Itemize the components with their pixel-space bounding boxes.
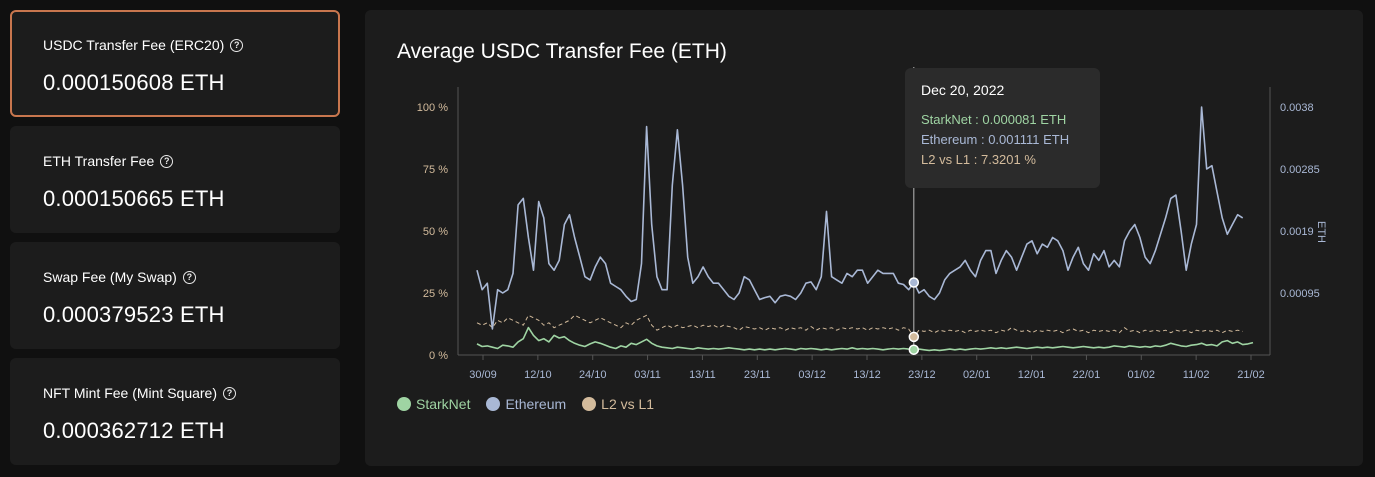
tooltip-l2vsl1: L2 vs L1 : 7.3201 % — [921, 152, 1036, 167]
y-left-tick-label: 0 % — [429, 350, 448, 362]
x-tick-label: 11/02 — [1183, 369, 1210, 381]
card-value: 0.000362712 ETH — [43, 418, 225, 443]
x-tick-label: 24/10 — [579, 369, 607, 381]
swap-fee-card[interactable]: Swap Fee (My Swap) ? 0.000379523 ETH — [10, 242, 340, 349]
y-right-tick-label: 0.0019 — [1280, 226, 1314, 238]
legend-dot-icon — [397, 397, 411, 411]
y-left-tick-label: 50 % — [423, 226, 448, 238]
x-tick-label: 12/10 — [524, 369, 552, 381]
nft-mint-fee-card[interactable]: NFT Mint Fee (Mint Square) ? 0.000362712… — [10, 358, 340, 465]
starknet-line — [476, 326, 1254, 352]
legend-label: L2 vs L1 — [601, 396, 655, 412]
chart-tooltip: Dec 20, 2022 StarkNet : 0.000081 ETH Eth… — [905, 68, 1100, 188]
card-title: USDC Transfer Fee (ERC20) ? — [43, 37, 244, 53]
help-icon[interactable]: ? — [182, 270, 196, 284]
chart-title: Average USDC Transfer Fee (ETH) — [397, 40, 727, 63]
x-tick-label: 23/11 — [744, 369, 771, 381]
tooltip-starknet: StarkNet : 0.000081 ETH — [921, 112, 1067, 127]
card-title-text: ETH Transfer Fee — [43, 153, 155, 169]
x-tick-label: 03/12 — [798, 369, 826, 381]
legend-dot-icon — [582, 397, 597, 411]
y-left-tick-label: 25 % — [423, 288, 448, 300]
legend-item-ethereum[interactable]: Ethereum — [486, 396, 566, 412]
card-title: ETH Transfer Fee ? — [43, 153, 174, 169]
legend-dot-icon — [486, 397, 501, 411]
card-value: 0.000150608 ETH — [43, 70, 225, 95]
x-tick-label: 12/01 — [1018, 369, 1046, 381]
y-right-tick-label: 0.0038 — [1280, 102, 1314, 114]
legend-label: StarkNet — [416, 396, 471, 412]
legend-label: Ethereum — [505, 396, 567, 412]
x-tick-label: 23/12 — [908, 369, 936, 381]
x-tick-label: 02/01 — [963, 369, 991, 381]
starknet-hover-point — [908, 344, 920, 355]
card-title: Swap Fee (My Swap) ? — [43, 269, 196, 285]
legend-item-l2vsl1[interactable]: L2 vs L1 — [582, 396, 654, 412]
chart-panel: Average USDC Transfer Fee (ETH) 100 % 75 … — [365, 10, 1363, 466]
card-value: 0.000379523 ETH — [43, 302, 225, 327]
y-right-tick-label: 0.00285 — [1280, 164, 1320, 176]
x-tick-label: 13/12 — [853, 369, 881, 381]
x-tick-label: 30/09 — [469, 369, 497, 381]
x-tick-label: 21/02 — [1237, 369, 1265, 381]
help-icon[interactable]: ? — [160, 154, 174, 168]
ethereum-line — [476, 106, 1244, 330]
card-title-text: USDC Transfer Fee (ERC20) — [43, 37, 225, 53]
usdc-transfer-fee-card[interactable]: USDC Transfer Fee (ERC20) ? 0.000150608 … — [10, 10, 340, 117]
x-tick-label: 01/02 — [1128, 369, 1156, 381]
card-title: NFT Mint Fee (Mint Square) ? — [43, 385, 237, 401]
x-tick-label: 13/11 — [689, 369, 716, 381]
y-left-tick-label: 75 % — [423, 164, 448, 176]
ethereum-hover-point — [908, 277, 920, 288]
tooltip-date: Dec 20, 2022 — [921, 82, 1005, 98]
eth-transfer-fee-card[interactable]: ETH Transfer Fee ? 0.000150665 ETH — [10, 126, 340, 233]
card-title-text: NFT Mint Fee (Mint Square) — [43, 385, 218, 401]
help-icon[interactable]: ? — [223, 386, 237, 400]
y-right-tick-label: 0.00095 — [1280, 288, 1320, 300]
card-value: 0.000150665 ETH — [43, 186, 225, 211]
y-left-tick-label: 100 % — [417, 102, 448, 114]
fee-line-chart[interactable]: 100 % 75 % 50 % 25 % 0 % 0.0038 0.00285 0.0019 0… — [365, 10, 1363, 466]
l2vsl1-hover-point — [908, 331, 920, 343]
x-tick-label: 03/11 — [634, 369, 661, 381]
y-right-axis-label: ETH — [1315, 221, 1327, 243]
chart-legend: StarkNet Ethereum L2 vs L1 — [397, 396, 670, 412]
l2vsl1-line — [476, 314, 1243, 338]
x-tick-label: 22/01 — [1073, 369, 1101, 381]
tooltip-ethereum: Ethereum : 0.001111 ETH — [921, 132, 1070, 147]
help-icon[interactable]: ? — [230, 38, 244, 52]
card-title-text: Swap Fee (My Swap) — [43, 269, 177, 285]
legend-item-starknet[interactable]: StarkNet — [397, 396, 470, 412]
